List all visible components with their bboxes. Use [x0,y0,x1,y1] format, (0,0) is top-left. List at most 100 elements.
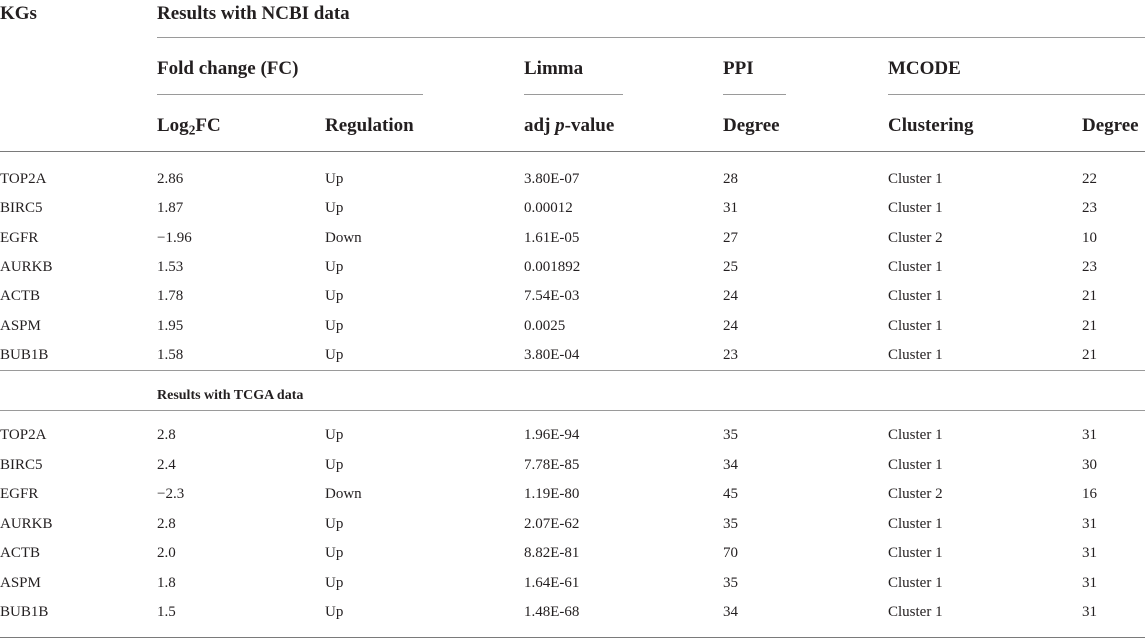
cell-cluster: Cluster 2 [888,486,943,502]
cell-adj-p: 2.07E-62 [524,515,580,532]
cell-ppi-degree: 35 [723,427,738,443]
cell-adj-p: 3.80E-07 [524,171,580,187]
cell-regulation: Up [325,171,344,187]
cell-log2fc: 2.4 [157,456,176,473]
rule-section-divider [0,370,1145,371]
cell-kg: TOP2A [0,427,47,443]
header-kgs: KGs [0,3,37,24]
cell-log2fc: −1.96 [157,229,192,246]
cell-ppi-degree: 31 [723,200,738,217]
cell-cluster: Cluster 1 [888,258,943,275]
cell-log2fc: 1.5 [157,604,176,620]
cell-cluster: Cluster 1 [888,456,943,473]
cell-log2fc: 1.95 [157,317,184,334]
cell-log2fc: 1.87 [157,200,184,217]
cell-ppi-degree: 70 [723,545,738,561]
cell-kg: ACTB [0,288,41,305]
col-mcode-degree: Degree [1082,115,1139,136]
header-mcode: MCODE [888,58,961,79]
cell-cluster: Cluster 1 [888,200,943,217]
rule-header-bottom [0,151,1145,152]
cell-mcode-degree: 23 [1082,258,1097,275]
col-log2fc: Log2FC [157,115,221,138]
cell-cluster: Cluster 1 [888,545,943,561]
cell-kg: BUB1B [0,604,49,620]
cell-ppi-degree: 35 [723,574,738,591]
cell-adj-p: 1.96E-94 [524,427,580,443]
cell-cluster: Cluster 1 [888,317,943,334]
header-results-ncbi: Results with NCBI data [157,3,350,24]
cell-mcode-degree: 31 [1082,515,1097,532]
tcga-section-label: Results with TCGA data [157,388,304,403]
cell-mcode-degree: 21 [1082,288,1097,305]
col-clustering: Clustering [888,115,974,136]
header-ppi: PPI [723,58,754,79]
cell-cluster: Cluster 1 [888,515,943,532]
cell-ppi-degree: 24 [723,288,738,305]
rule-table-bottom [0,637,1145,638]
cell-ppi-degree: 28 [723,171,738,187]
cell-log2fc: 1.78 [157,288,184,305]
cell-log2fc: 2.8 [157,427,176,443]
rule-under-ppi [723,94,786,95]
cell-regulation: Up [325,346,344,363]
cell-regulation: Up [325,545,344,561]
cell-adj-p: 1.61E-05 [524,229,580,246]
col-adj-pvalue: adj p-value [524,115,615,136]
col-regulation: Regulation [325,115,414,136]
cell-kg: AURKB [0,258,53,275]
cell-cluster: Cluster 2 [888,229,943,246]
cell-regulation: Up [325,456,344,473]
cell-regulation: Down [325,229,362,246]
cell-mcode-degree: 31 [1082,427,1097,443]
cell-ppi-degree: 45 [723,486,738,502]
cell-log2fc: 2.0 [157,545,176,561]
cell-mcode-degree: 21 [1082,317,1097,334]
cell-mcode-degree: 23 [1082,200,1097,217]
cell-kg: ASPM [0,574,41,591]
cell-mcode-degree: 30 [1082,456,1097,473]
cell-kg: EGFR [0,229,39,246]
cell-cluster: Cluster 1 [888,427,943,443]
cell-mcode-degree: 31 [1082,545,1097,561]
cell-cluster: Cluster 1 [888,346,943,363]
cell-adj-p: 1.19E-80 [524,486,580,502]
cell-adj-p: 3.80E-04 [524,346,580,363]
cell-log2fc: 2.8 [157,515,176,532]
cell-log2fc: 2.86 [157,171,184,187]
cell-regulation: Up [325,200,344,217]
cell-kg: AURKB [0,515,53,532]
cell-ppi-degree: 25 [723,258,738,275]
cell-adj-p: 0.00012 [524,200,573,217]
rule-under-tcga-label [0,410,1145,411]
cell-adj-p: 0.001892 [524,258,581,275]
cell-regulation: Up [325,515,344,532]
cell-log2fc: 1.8 [157,574,176,591]
rule-under-fold-change [157,94,423,95]
cell-log2fc: −2.3 [157,486,185,502]
cell-adj-p: 1.48E-68 [524,604,580,620]
col-ppi-degree: Degree [723,115,780,136]
cell-kg: BUB1B [0,346,49,363]
cell-ppi-degree: 27 [723,229,738,246]
cell-log2fc: 1.53 [157,258,184,275]
cell-regulation: Up [325,604,344,620]
cell-adj-p: 7.78E-85 [524,456,580,473]
cell-mcode-degree: 31 [1082,574,1097,591]
cell-cluster: Cluster 1 [888,171,943,187]
cell-mcode-degree: 16 [1082,486,1097,502]
cell-regulation: Up [325,288,344,305]
cell-ppi-degree: 34 [723,604,738,620]
cell-adj-p: 8.82E-81 [524,545,580,561]
cell-cluster: Cluster 1 [888,604,943,620]
cell-kg: BIRC5 [0,200,43,217]
cell-regulation: Up [325,258,344,275]
cell-ppi-degree: 23 [723,346,738,363]
rule-under-mcode [888,94,1145,95]
cell-cluster: Cluster 1 [888,574,943,591]
cell-log2fc: 1.58 [157,346,184,363]
cell-adj-p: 7.54E-03 [524,288,580,305]
cell-regulation: Up [325,574,344,591]
cell-kg: TOP2A [0,171,47,187]
cell-regulation: Up [325,427,344,443]
